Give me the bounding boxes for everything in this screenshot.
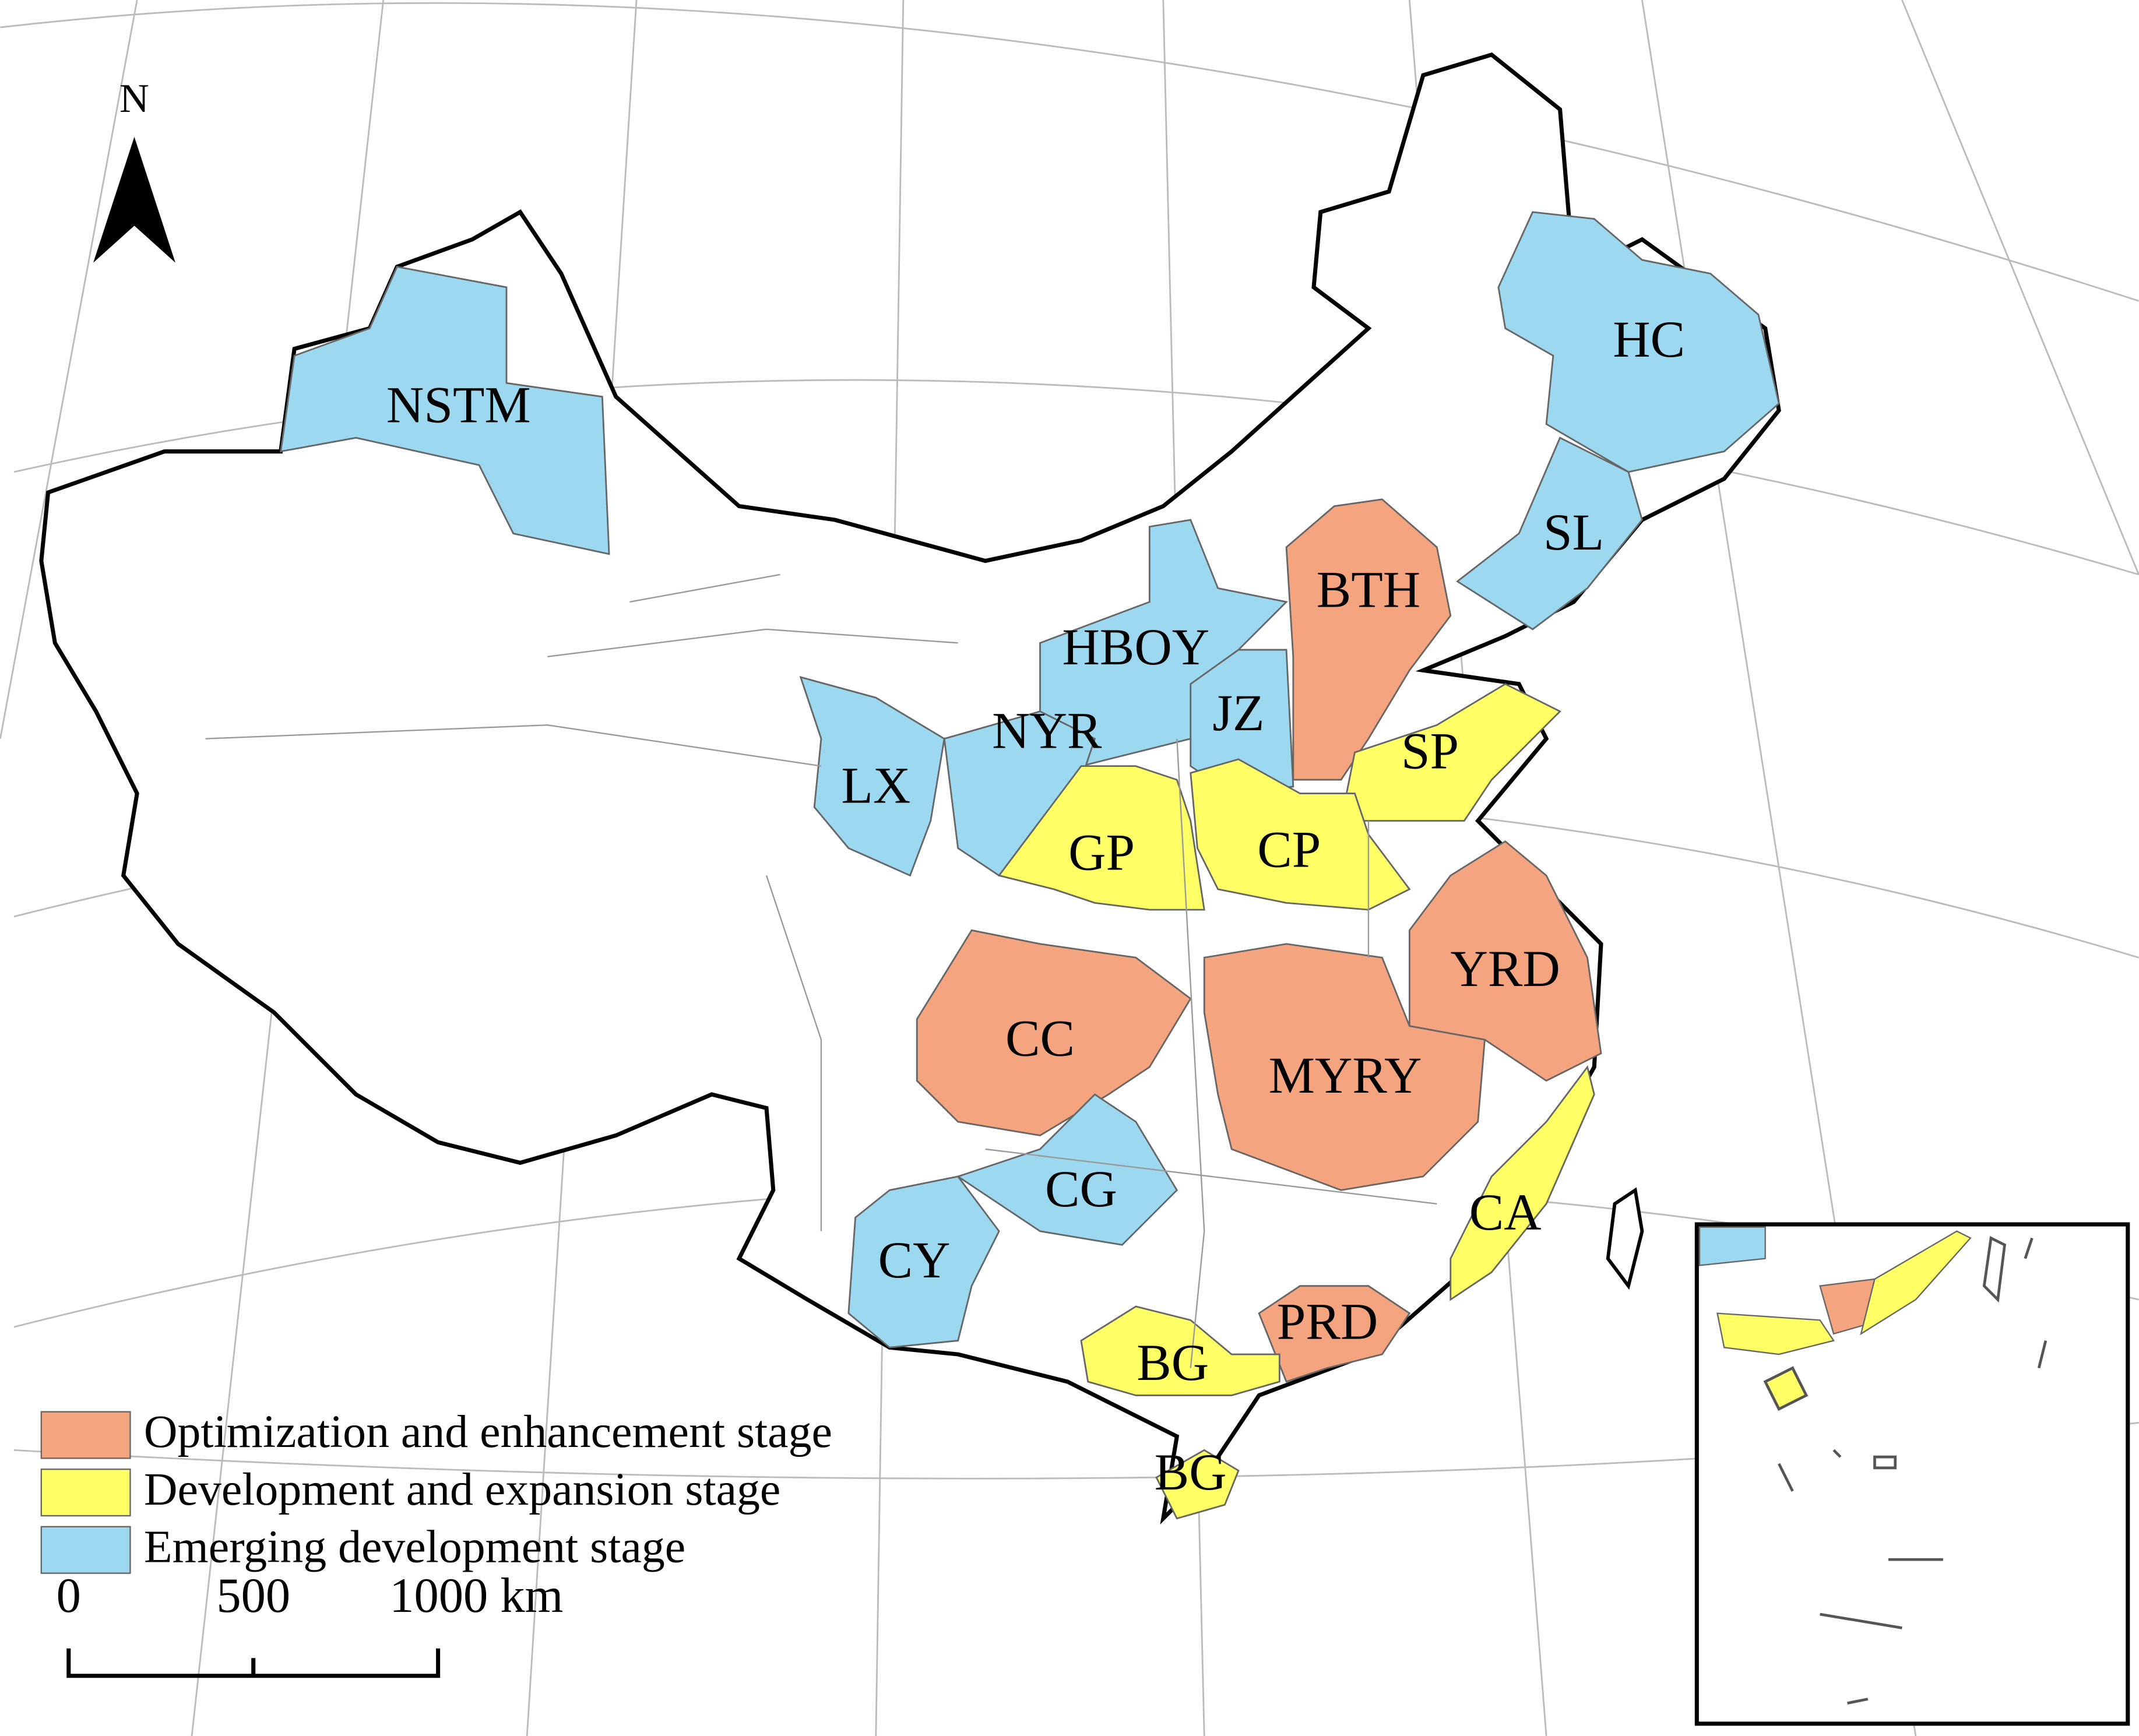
region-label: CA: [1469, 1184, 1542, 1241]
region-label: NYR: [992, 702, 1102, 759]
legend-label: Development and expansion stage: [144, 1464, 780, 1515]
region-label: HC: [1613, 311, 1685, 368]
legend-swatch: [40, 1469, 131, 1517]
region-label: PRD: [1277, 1294, 1378, 1351]
region: [956, 1093, 1178, 1246]
region-label: MYRY: [1269, 1047, 1422, 1104]
inset-islets: [1778, 1237, 2047, 1705]
legend-label: Optimization and enhancement stage: [144, 1406, 832, 1457]
region-label: SL: [1543, 504, 1604, 561]
north-arrow-shape: [93, 136, 175, 263]
graticule-line: [0, 2, 2139, 302]
region: [1456, 436, 1643, 631]
taiwan: [1606, 1187, 1644, 1290]
scale-label: 0: [57, 1569, 81, 1623]
inset-region: [1860, 1230, 1972, 1336]
region: [1258, 1285, 1411, 1383]
region: [1497, 211, 1780, 473]
region-label: CC: [1005, 1010, 1075, 1068]
inset-region: [1716, 1312, 1835, 1355]
region-label: HBOY: [1062, 619, 1209, 676]
scale-label: 500: [216, 1569, 290, 1623]
scale-label: 1000 km: [389, 1569, 563, 1623]
region-label: CY: [878, 1232, 951, 1289]
region-label: YRD: [1451, 941, 1560, 998]
region: [1450, 1065, 1595, 1301]
inset-region: [1698, 1226, 1766, 1266]
region: [847, 1175, 1000, 1348]
region: [997, 765, 1205, 911]
region: [799, 675, 945, 877]
region: [916, 929, 1192, 1136]
region-label: BG: [1137, 1334, 1209, 1392]
region-label: BTH: [1317, 562, 1420, 619]
region-label: NSTM: [386, 377, 531, 434]
north-label: N: [119, 76, 149, 121]
inset-frame: [1694, 1222, 2130, 1726]
region: [1190, 758, 1411, 911]
legend: Optimization and enhancement stage Develo…: [40, 1406, 832, 1574]
region-label: BG: [1155, 1444, 1227, 1501]
graticule-line: [1901, 0, 2139, 575]
legend-label: Emerging development stage: [144, 1521, 685, 1572]
scale-bar: 0 500 1000 km: [57, 1569, 563, 1678]
inset-island: [1763, 1366, 1809, 1411]
region-label: LX: [841, 757, 910, 814]
province-borders: [205, 573, 1437, 1368]
region: [1190, 649, 1294, 795]
scale-bar-line: [66, 1648, 441, 1678]
legend-swatch: [40, 1411, 131, 1459]
region-label: GP: [1068, 824, 1135, 881]
island: [1606, 1187, 1644, 1290]
region-label: SP: [1401, 723, 1459, 780]
region: [1080, 1305, 1280, 1396]
region-label: CP: [1257, 822, 1321, 879]
region: [1203, 943, 1486, 1191]
inset-island: [1982, 1235, 2007, 1303]
region: [279, 266, 610, 555]
legend-swatch: [40, 1526, 131, 1574]
north-arrow: N: [93, 76, 175, 263]
graticule-line: [0, 0, 138, 739]
region-label: JZ: [1212, 685, 1264, 742]
region: [1155, 1449, 1240, 1520]
province-border: [205, 573, 1437, 1368]
inset-map: [1694, 1222, 2130, 1726]
region: [1285, 498, 1452, 781]
region-label: CG: [1045, 1161, 1117, 1218]
